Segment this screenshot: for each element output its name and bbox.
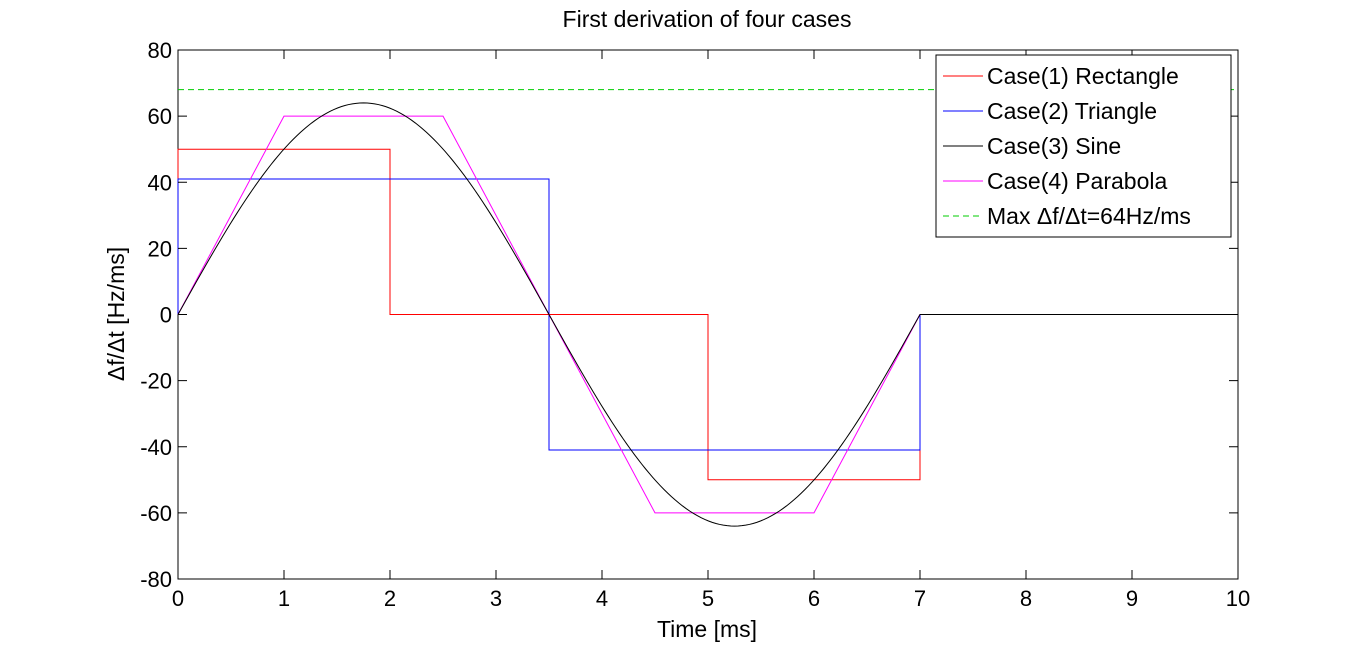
- x-tick-label: 2: [384, 586, 396, 611]
- legend-label: Case(3) Sine: [987, 133, 1121, 159]
- x-tick-label: 10: [1226, 586, 1250, 611]
- legend: Case(1) Rectangle Case(2) Triangle Case(3)…: [935, 54, 1232, 238]
- x-axis-label: Time [ms]: [657, 616, 757, 642]
- legend-label: Case(1) Rectangle: [987, 63, 1179, 89]
- x-tick-label: 7: [914, 586, 926, 611]
- x-tick-label: 0: [172, 586, 184, 611]
- legend-label: Case(4) Parabola: [987, 168, 1167, 194]
- y-tick-label: 0: [160, 303, 172, 328]
- y-tick-label: -60: [140, 501, 172, 526]
- y-tick-label: 20: [148, 236, 172, 261]
- series-layer: [177, 89, 1238, 527]
- x-tick-label: 5: [702, 586, 714, 611]
- y-tick-label: 80: [148, 38, 172, 63]
- x-tick-label: 8: [1020, 586, 1032, 611]
- x-tick-label: 3: [490, 586, 502, 611]
- series-line-case-4: [177, 115, 1238, 514]
- series-line-case-3: [177, 102, 1238, 527]
- x-tick-label: 1: [278, 586, 290, 611]
- y-tick-label: -80: [140, 567, 172, 592]
- y-tick-label: 60: [148, 104, 172, 129]
- legend-label: Max Δf/Δt=64Hz/ms: [987, 203, 1191, 229]
- chart-title: First derivation of four cases: [563, 6, 852, 32]
- legend-label: Case(2) Triangle: [987, 98, 1157, 124]
- y-axis-label: Δf/Δt [Hz/ms]: [103, 247, 129, 381]
- y-tick-label: -40: [140, 435, 172, 460]
- x-tick-label: 6: [808, 586, 820, 611]
- y-tick-label: 40: [148, 170, 172, 195]
- legend-box: [935, 54, 1232, 238]
- y-axis: -80 -60 -40 -20 0 20 40 60 80: [140, 38, 1238, 592]
- x-axis: 0 1 2 3 4 5 6 7 8 9 10: [172, 50, 1250, 611]
- x-tick-label: 4: [596, 586, 608, 611]
- x-tick-label: 9: [1126, 586, 1138, 611]
- y-tick-label: -20: [140, 369, 172, 394]
